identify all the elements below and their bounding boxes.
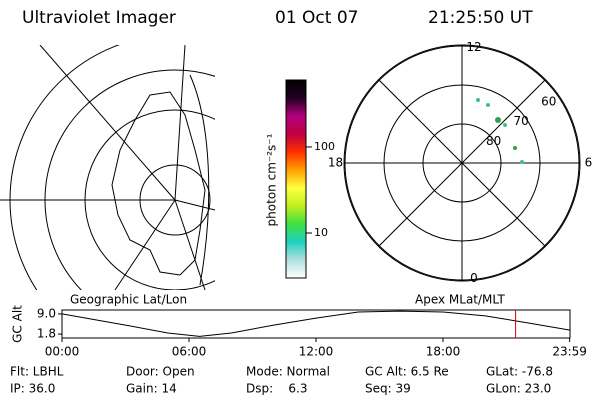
date: 01 Oct 07 <box>275 8 358 28</box>
status-field: GC Alt: 6.5 Re <box>365 365 449 379</box>
y-axis-label: GC Alt <box>11 305 25 343</box>
status-field: Mode: Normal <box>246 365 330 379</box>
title: Ultraviolet Imager <box>22 8 176 28</box>
mlt-label: 6 <box>585 156 593 170</box>
map-title: Geographic Lat/Lon <box>70 293 187 307</box>
y-tick-label: 1.8 <box>37 327 56 341</box>
status-field: Dsp: 6.3 <box>246 382 308 396</box>
status-field: Gain: 14 <box>126 382 177 396</box>
status-field: GLat: -76.8 <box>486 365 553 379</box>
colorbar-label: photon cm⁻²s⁻¹ <box>265 133 279 226</box>
status-field: IP: 36.0 <box>10 382 55 396</box>
footer: Flt: LBHL Door: Open Mode: Normal GC Alt: 6… <box>10 365 553 396</box>
lat-label: 60 <box>541 94 556 108</box>
x-tick-label: 18:00 <box>426 345 461 359</box>
colorbar <box>285 79 307 279</box>
lat-label: 80 <box>486 134 501 148</box>
colorbar-tick-label: 10 <box>314 226 328 239</box>
colorbar-tick-label: 100 <box>314 140 335 153</box>
map <box>0 45 215 290</box>
mlt-label: 12 <box>466 40 481 54</box>
apex-title: Apex MLat/MLT <box>415 293 505 307</box>
altitude-line <box>61 310 571 337</box>
status-field: Flt: LBHL <box>10 365 64 379</box>
lat-ring <box>422 123 502 203</box>
x-tick-label: 23:59 <box>552 345 587 359</box>
mlt-label: 18 <box>328 156 343 170</box>
x-tick-label: 12:00 <box>299 345 334 359</box>
lat-ring <box>383 84 541 242</box>
status-field: Seq: 39 <box>365 382 411 396</box>
y-tick-label: 9.0 <box>37 306 56 320</box>
mlt-label: 0 <box>470 271 478 285</box>
x-tick-label: 06:00 <box>172 345 207 359</box>
timeline-frame <box>61 309 571 339</box>
lat-ring <box>344 45 580 281</box>
x-tick-label: 00:00 <box>45 345 80 359</box>
status-field: Door: Open <box>126 365 195 379</box>
time: 21:25:50 UT <box>428 8 533 28</box>
status-field: GLon: 23.0 <box>486 382 551 396</box>
lat-label: 70 <box>514 114 529 128</box>
